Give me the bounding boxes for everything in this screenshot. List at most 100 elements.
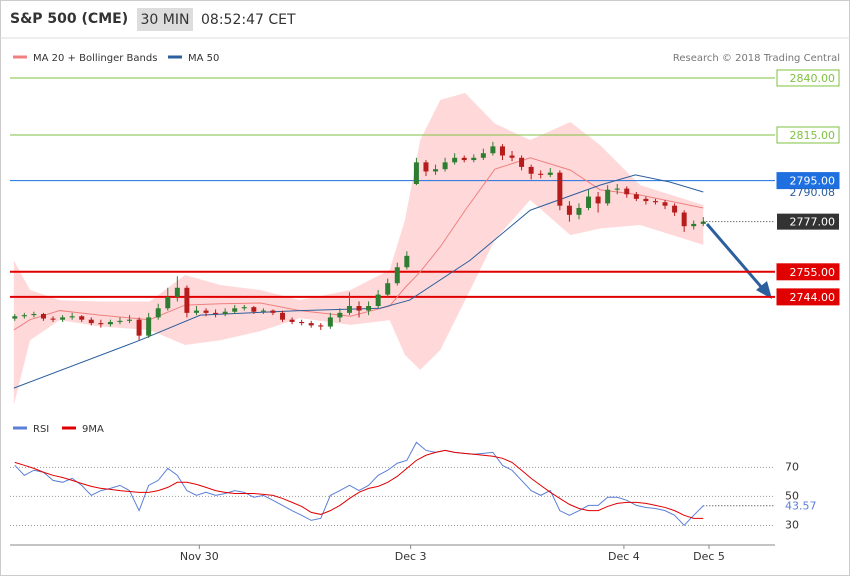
candle-body	[557, 172, 563, 206]
candle-body	[79, 316, 85, 320]
x-tick-label: Dec 3	[395, 550, 427, 563]
candle-body	[681, 212, 687, 227]
candle-body	[691, 223, 697, 227]
candle-body	[203, 310, 209, 313]
candle-body	[356, 306, 362, 311]
candle-body	[280, 312, 286, 320]
candle-body	[576, 207, 582, 215]
credit: Research © 2018 Trading Central	[673, 53, 840, 64]
candle-body	[385, 283, 391, 295]
candle-body	[174, 287, 180, 297]
candle-body	[260, 310, 266, 312]
candle-body	[442, 162, 448, 170]
candle-body	[394, 267, 400, 284]
candle-body	[366, 306, 372, 311]
level-box	[776, 126, 840, 144]
candle-body	[614, 188, 620, 190]
candle-body	[241, 307, 247, 309]
candle-body	[404, 255, 410, 268]
candle-body	[423, 162, 429, 172]
candle-body	[50, 318, 56, 320]
y-tick-label: 70	[785, 460, 799, 473]
interval: 30 MIN	[141, 12, 190, 28]
candle-body	[299, 321, 305, 324]
candle-body	[21, 315, 27, 317]
candle-body	[566, 205, 572, 215]
candle-body	[31, 313, 37, 316]
indicator-line	[14, 441, 704, 527]
candle-body	[480, 153, 486, 158]
level-box	[776, 263, 840, 281]
candle-body	[98, 323, 104, 325]
candle-body	[136, 319, 142, 336]
candle-body	[308, 323, 314, 326]
candle-body	[586, 196, 592, 208]
clock: 08:52:47 CET	[201, 12, 296, 28]
rsi-panel: 70 50 30 Nov 30 Dec 3 Dec 4 Dec 5 RSI 9MA 43.57	[10, 424, 817, 563]
interval-box	[137, 8, 193, 31]
candle-body	[289, 319, 295, 322]
level-label: 2755.00	[790, 266, 836, 279]
candle-body	[40, 313, 46, 319]
y-tick-label: 50	[785, 489, 799, 502]
candle-body	[232, 308, 238, 312]
candle-body	[452, 157, 458, 163]
candle-body	[12, 316, 18, 319]
level-box	[776, 69, 840, 87]
candle-body	[471, 157, 477, 161]
ma50-line	[13, 174, 704, 389]
level-label: 2795.00	[790, 175, 836, 188]
level-label: 2744.00	[790, 291, 836, 304]
x-tick-label: Dec 4	[608, 550, 640, 563]
candle-body	[107, 321, 113, 325]
candle-body	[538, 173, 544, 175]
candle-body	[595, 196, 601, 204]
candle-body	[528, 166, 534, 174]
legend-label: MA 50	[188, 53, 219, 64]
candle-body	[337, 312, 343, 318]
legend-label: 9MA	[82, 424, 104, 435]
ma50-value: 2790.08	[790, 186, 836, 199]
candle-body	[193, 310, 199, 313]
candle-body	[605, 189, 611, 204]
candle-body	[146, 317, 152, 336]
candle-body	[662, 202, 668, 206]
last-price-label: 2777.00	[790, 216, 836, 229]
candle-body	[346, 306, 352, 313]
symbol: S&P 500 (CME)	[10, 11, 128, 27]
candle-body	[700, 221, 706, 224]
candle-body	[127, 319, 133, 321]
candle-body	[165, 296, 171, 309]
candle-body	[433, 169, 439, 172]
candle-body	[60, 317, 66, 320]
indicator-line	[14, 449, 704, 519]
rsi-last-value: 43.57	[785, 500, 817, 513]
candle-body	[155, 308, 161, 318]
arrow-head	[756, 281, 772, 299]
level-box	[776, 172, 840, 190]
candle-body	[461, 157, 467, 161]
candle-body	[117, 320, 123, 322]
candle-body	[69, 316, 75, 318]
candle-body	[652, 201, 658, 203]
arrow-shaft	[705, 223, 765, 290]
x-tick-label: Nov 30	[180, 550, 219, 563]
price-panel: 2840.00 2815.00 2795.00 2755.00 2744.00 MA 20…	[10, 53, 840, 405]
legend-label: MA 20 + Bollinger Bands	[33, 53, 157, 64]
candle-body	[213, 312, 219, 314]
candle-body	[222, 311, 228, 314]
candle-body	[509, 155, 515, 158]
level-label: 2815.00	[790, 129, 836, 142]
candle-body	[624, 188, 630, 195]
candle-body	[413, 162, 419, 185]
legend-label: RSI	[33, 424, 49, 435]
x-tick-label: Dec 5	[693, 550, 725, 563]
candle-body	[184, 287, 190, 313]
candle-body	[519, 157, 525, 167]
candle-body	[633, 194, 639, 199]
candle-body	[375, 294, 381, 307]
candle-body	[88, 319, 94, 324]
candle-body	[270, 310, 276, 313]
